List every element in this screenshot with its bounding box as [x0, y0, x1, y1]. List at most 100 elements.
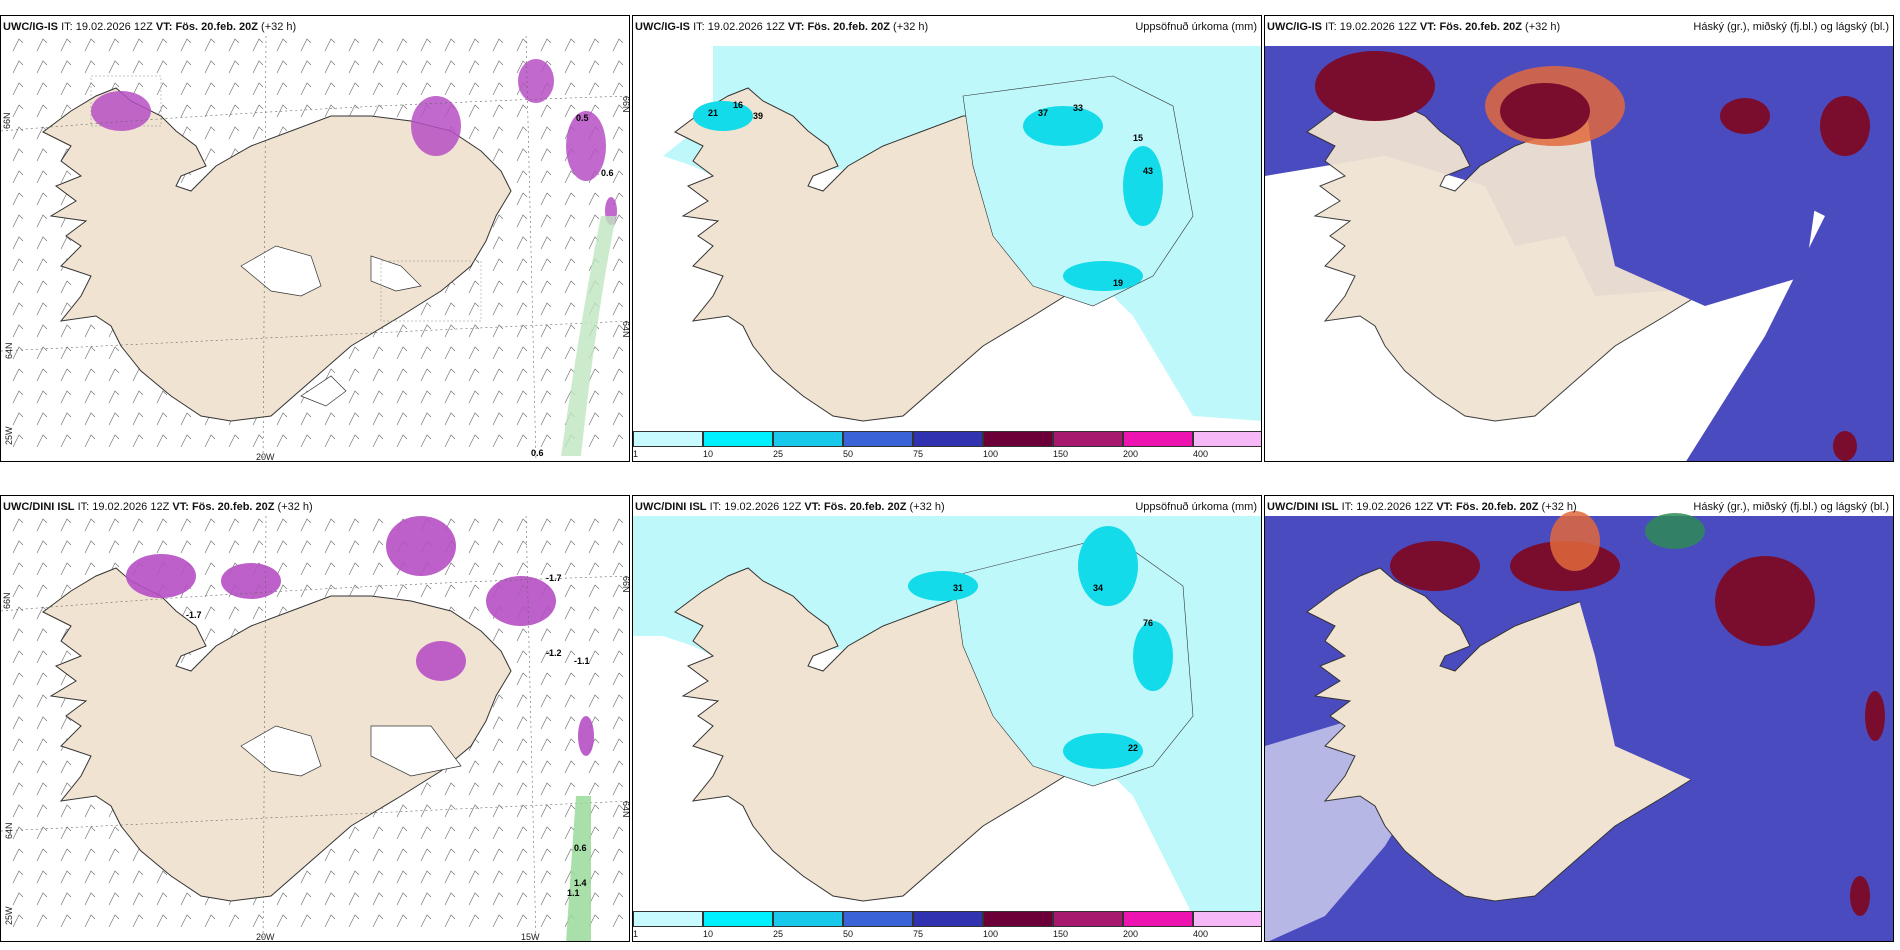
wind-barb: [540, 368, 552, 382]
wind-barb: [540, 672, 552, 686]
value-label: 1.1: [567, 888, 580, 898]
wind-barb: [276, 562, 288, 576]
legend-label: 400: [1193, 449, 1209, 459]
legend-label: 1: [633, 449, 639, 459]
wind-barb: [492, 324, 504, 338]
wind-barb: [564, 606, 576, 620]
wind-barb: [108, 518, 120, 532]
wind-barb: [588, 584, 600, 598]
wind-barb: [324, 584, 336, 598]
value-label: 0.6: [601, 168, 614, 178]
wind-barb: [348, 82, 360, 96]
precip-region: [952, 535, 1194, 787]
wind-barb: [60, 346, 72, 360]
wind-barb: [492, 258, 504, 272]
wind-barb: [468, 346, 480, 360]
wind-barb: [108, 434, 120, 448]
legend-label: 75: [913, 929, 924, 939]
grid-line: [262, 515, 267, 941]
wind-barb: [36, 258, 48, 272]
wind-barb: [36, 650, 48, 664]
wind-barb: [588, 628, 600, 642]
panel-variable: Háský (gr.), miðský (fj.bl.) og lágský (…: [1693, 21, 1889, 33]
wind-barb: [36, 760, 48, 774]
convection-cell: [126, 554, 196, 598]
wind-barb: [276, 82, 288, 96]
wind-barb: [612, 104, 624, 118]
wind-barb: [468, 540, 480, 554]
grid-line: [525, 35, 537, 461]
wind-barb: [12, 804, 24, 818]
wind-barb: [588, 390, 600, 404]
wind-barb: [180, 914, 192, 928]
wind-barb: [60, 302, 72, 316]
wind-barb: [204, 82, 216, 96]
legend-label: 50: [843, 449, 854, 459]
wind-barb: [36, 434, 48, 448]
wind-barb: [420, 914, 432, 928]
wind-barb: [396, 412, 408, 426]
wind-barb: [540, 716, 552, 730]
wind-barb: [516, 892, 528, 906]
wind-barb: [180, 606, 192, 620]
wind-barb: [492, 236, 504, 250]
wind-barb: [612, 236, 624, 250]
wind-barb: [516, 562, 528, 576]
wind-barb: [492, 782, 504, 796]
wind-barb: [396, 60, 408, 74]
wind-barb: [612, 650, 624, 664]
wind-barb: [540, 412, 552, 426]
wind-barb: [612, 672, 624, 686]
wind-barb: [516, 738, 528, 752]
cloud-high: [1315, 51, 1435, 121]
wind-barb: [300, 518, 312, 532]
precip-value: 33: [1073, 103, 1083, 113]
wind-barb: [516, 324, 528, 338]
wind-barb: [180, 104, 192, 118]
panel-variable: Uppsöfnuð úrkoma (mm): [1135, 501, 1257, 513]
map-panel-dini-precip: UWC/DINI ISL IT: 19.02.2026 12Z VT: Fös.…: [632, 495, 1262, 942]
wind-barb: [420, 38, 432, 52]
wind-barb: [36, 826, 48, 840]
wind-barb: [348, 892, 360, 906]
wind-barb: [12, 760, 24, 774]
wind-barb: [492, 390, 504, 404]
wind-barb: [348, 38, 360, 52]
wind-barb: [36, 584, 48, 598]
wind-barb: [204, 434, 216, 448]
wind-barb: [540, 540, 552, 554]
wind-barb: [156, 390, 168, 404]
panel-title: UWC/DINI ISL IT: 19.02.2026 12Z VT: Fös.…: [3, 501, 313, 513]
wind-barb: [492, 562, 504, 576]
wind-barb: [228, 606, 240, 620]
wind-barb: [12, 82, 24, 96]
wind-barb: [372, 434, 384, 448]
wind-barb: [516, 826, 528, 840]
convection-cell: [486, 576, 556, 626]
wind-barb: [108, 892, 120, 906]
wind-barb: [324, 870, 336, 884]
wind-barb: [12, 346, 24, 360]
wind-barb: [348, 914, 360, 928]
wind-barb: [540, 390, 552, 404]
wind-barb: [396, 82, 408, 96]
lat-label: 66N: [2, 592, 12, 609]
wind-barb: [60, 518, 72, 532]
wind-barb: [564, 716, 576, 730]
wind-barb: [588, 782, 600, 796]
wind-barb: [228, 914, 240, 928]
legend-label: 200: [1123, 929, 1139, 939]
wind-barb: [108, 60, 120, 74]
wind-barb: [468, 870, 480, 884]
map-panel-dini-cloud: UWC/DINI ISL IT: 19.02.2026 12Z VT: Fös.…: [1264, 495, 1894, 942]
wind-barb: [612, 540, 624, 554]
wind-barb: [300, 584, 312, 598]
wind-barb: [84, 540, 96, 554]
panel-title: UWC/IG-IS IT: 19.02.2026 12Z VT: Fös. 20…: [3, 21, 297, 33]
wind-barb: [228, 540, 240, 554]
wind-barb: [516, 192, 528, 206]
cloud-high: [1820, 96, 1870, 156]
wind-barb: [564, 192, 576, 206]
wind-barb: [612, 280, 624, 294]
wind-barb: [348, 826, 360, 840]
